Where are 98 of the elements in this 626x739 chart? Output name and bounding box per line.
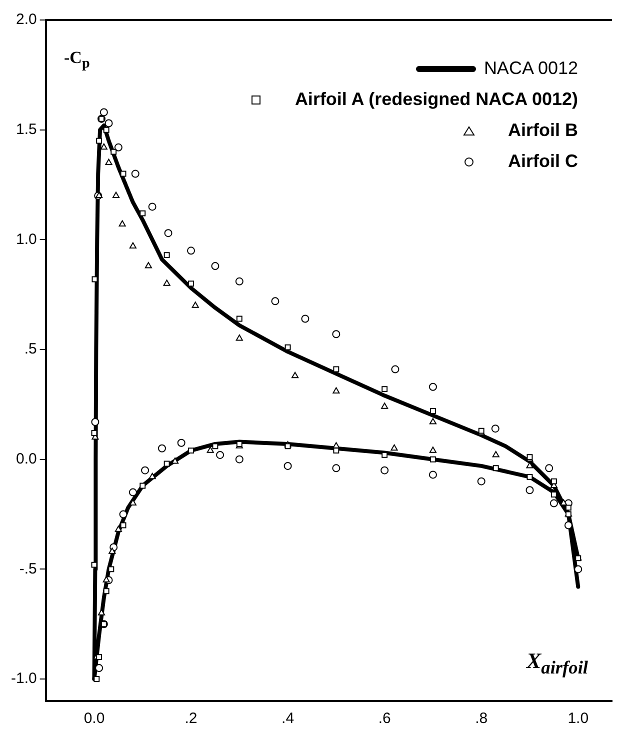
- point: [103, 588, 110, 594]
- point: [100, 143, 108, 150]
- point: [148, 202, 156, 211]
- point: [140, 210, 146, 216]
- point: [100, 108, 108, 116]
- point: [131, 170, 140, 178]
- point: [96, 138, 102, 144]
- point: [284, 344, 291, 350]
- point: [103, 126, 110, 133]
- point: [187, 246, 196, 255]
- point: [491, 424, 500, 433]
- point: [163, 280, 170, 286]
- x-tick-label: .4: [282, 710, 294, 728]
- point: [301, 314, 310, 323]
- y-tick-label: 0.0: [16, 450, 37, 468]
- point: [164, 460, 170, 467]
- point: [428, 382, 437, 391]
- point: [96, 654, 102, 660]
- point: [104, 119, 113, 128]
- point: [550, 478, 557, 484]
- point: [560, 499, 568, 506]
- point: [105, 158, 112, 166]
- point: [526, 486, 534, 494]
- y-tick-label: 2.0: [16, 11, 37, 28]
- point: [477, 477, 486, 486]
- point: [492, 450, 500, 458]
- point: [114, 143, 122, 152]
- legend-label: Airfoil B: [508, 120, 578, 141]
- point: [128, 488, 137, 496]
- point: [102, 576, 110, 582]
- point: [526, 474, 533, 480]
- point: [428, 470, 437, 479]
- x-tick-label: .8: [475, 710, 488, 728]
- point: [192, 302, 199, 308]
- point: [164, 252, 170, 258]
- y-tick-label: 1.5: [16, 120, 37, 138]
- point: [382, 386, 388, 392]
- point: [236, 316, 242, 322]
- y-tick-label: -.5: [19, 560, 37, 578]
- point: [91, 418, 100, 426]
- point: [292, 372, 299, 378]
- point: [429, 446, 436, 453]
- point: [141, 466, 150, 474]
- point: [172, 458, 179, 464]
- point: [140, 482, 146, 489]
- point: [216, 450, 224, 459]
- point: [574, 565, 582, 574]
- point: [114, 526, 122, 532]
- point: [119, 510, 128, 518]
- y-tick-label: -1.0: [10, 670, 37, 688]
- point: [95, 664, 104, 672]
- point: [211, 262, 220, 270]
- point: [271, 297, 280, 306]
- point: [332, 464, 340, 472]
- point: [390, 444, 398, 451]
- point: [108, 548, 116, 554]
- point: [332, 387, 340, 394]
- point: [545, 464, 554, 472]
- point: [492, 465, 499, 472]
- point: [235, 455, 244, 464]
- point: [284, 443, 291, 450]
- point: [430, 408, 436, 414]
- point: [144, 262, 152, 268]
- legend-label: Airfoil A (redesigned NACA 0012): [294, 89, 578, 110]
- point: [564, 521, 572, 530]
- x-tick-label: .2: [184, 710, 198, 728]
- point: [129, 242, 136, 249]
- legend-label: NACA 0012: [484, 58, 578, 79]
- y-tick-label: .5: [24, 340, 37, 358]
- x-tick-label: 0.0: [84, 710, 105, 728]
- point: [430, 456, 436, 462]
- point: [177, 438, 186, 447]
- point: [235, 277, 244, 286]
- point: [164, 229, 172, 238]
- point: [550, 499, 558, 508]
- point: [148, 472, 156, 480]
- point: [391, 365, 400, 374]
- point: [332, 330, 340, 338]
- point: [206, 446, 214, 453]
- point: [158, 444, 166, 452]
- point: [429, 418, 436, 424]
- point: [333, 366, 340, 372]
- point: [381, 402, 388, 409]
- point: [380, 466, 389, 474]
- legend-label: Airfoil C: [508, 151, 578, 172]
- point: [94, 676, 100, 682]
- point: [236, 334, 243, 341]
- point: [188, 280, 194, 287]
- point: [112, 192, 120, 198]
- y-axis-title: -C$_{p}$: [64, 48, 90, 72]
- point: [284, 462, 292, 470]
- point: [110, 148, 117, 155]
- x-axis-title: X$_{airfoil}$: [526, 648, 588, 678]
- point: [118, 220, 126, 227]
- y-tick-label: 1.0: [16, 230, 37, 248]
- x-tick-label: 1.0: [568, 710, 589, 728]
- x-tick-label: .6: [378, 710, 391, 728]
- point: [188, 448, 194, 454]
